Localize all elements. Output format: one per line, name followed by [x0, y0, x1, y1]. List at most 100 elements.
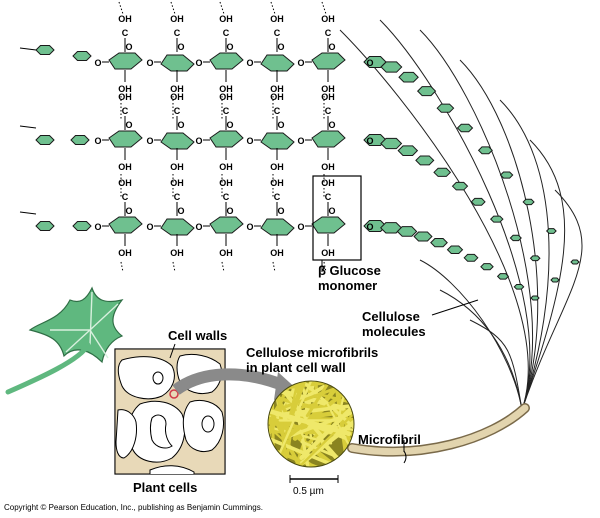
fan-line [521, 139, 566, 411]
glucose-ring [209, 130, 244, 148]
atom-hydroxyl: OH [118, 178, 132, 188]
plant-cells-micrograph [114, 348, 226, 475]
bond [19, 211, 37, 215]
atom-hydroxyl: OH [321, 92, 335, 102]
atom-carbon: C [122, 28, 129, 38]
glucose-ring [260, 132, 295, 150]
glucose-ring [570, 259, 580, 265]
atom-carbon: C [274, 106, 281, 116]
glucose-ring [72, 221, 92, 231]
atom-hydroxyl: OH [118, 162, 132, 172]
cell-walls-pointer [169, 343, 176, 359]
atom-oxygen: O [226, 120, 233, 130]
glucose-ring [477, 146, 493, 155]
cellulose-molecules-label-line2: molecules [362, 324, 426, 339]
atom-carbon: C [122, 192, 129, 202]
bond [19, 47, 37, 51]
atom-hydroxyl: OH [270, 162, 284, 172]
glucose-ring [529, 255, 541, 262]
atom-oxygen: O [277, 120, 284, 130]
glucose-ring [380, 61, 403, 73]
glucose-ring [398, 71, 419, 83]
glucose-ring [413, 231, 433, 242]
atom-oxygen: O [277, 206, 284, 216]
fibril-strand [268, 427, 354, 467]
glucose-ring [530, 295, 540, 301]
atom-carbon: C [174, 192, 181, 202]
atom-hydroxyl: OH [219, 92, 233, 102]
glucose-ring [209, 216, 244, 234]
glucose-ring [416, 86, 437, 97]
atom-carbon: C [325, 192, 332, 202]
glucose-ring [311, 130, 346, 148]
glucose-ring [545, 228, 557, 234]
atom-oxygen: O [246, 222, 253, 232]
glucose-ring [311, 52, 346, 70]
glucose-ring [456, 123, 474, 133]
fibril-strand [273, 381, 300, 467]
cellulose-molecules-pointer [431, 299, 479, 316]
atom-carbon: C [325, 106, 332, 116]
atom-carbon: C [274, 192, 281, 202]
atom-hydroxyl: OH [321, 84, 335, 94]
glucose-ring [396, 226, 418, 237]
hydrogen-bond [120, 261, 124, 273]
atom-oxygen: O [94, 58, 101, 68]
hydrogen-bond [219, 1, 225, 15]
atom-hydroxyl: OH [219, 14, 233, 24]
atom-carbon: C [174, 28, 181, 38]
atom-oxygen: O [297, 222, 304, 232]
fan-line [439, 289, 523, 411]
scale-bar-label: 0.5 µm [293, 486, 324, 497]
atom-hydroxyl: OH [321, 162, 335, 172]
atom-oxygen: O [195, 58, 202, 68]
glucose-ring [470, 197, 486, 206]
glucose-ring [480, 263, 494, 271]
atom-oxygen: O [177, 42, 184, 52]
fibril-strand [300, 381, 354, 466]
fibril-strand [268, 398, 314, 467]
atom-hydroxyl: OH [170, 248, 184, 258]
atom-hydroxyl: OH [219, 178, 233, 188]
atom-hydroxyl: OH [170, 178, 184, 188]
atom-oxygen: O [366, 58, 373, 68]
atom-hydroxyl: OH [270, 84, 284, 94]
glucose-ring [311, 216, 346, 234]
glucose-ring [499, 171, 514, 179]
glucose-ring [380, 137, 403, 150]
atom-oxygen: O [297, 58, 304, 68]
fibril-strand [271, 381, 329, 467]
atom-oxygen: O [146, 222, 153, 232]
microfibrils-label-line1: Cellulose microfibrils [246, 345, 379, 360]
glucose-ring [451, 181, 469, 191]
zoom-arrow [172, 368, 288, 395]
hydrogen-bond [118, 1, 124, 15]
atom-hydroxyl: OH [118, 248, 132, 258]
fan-line [459, 59, 539, 411]
beta-glucose-label-line1: β Glucose [318, 263, 381, 278]
atom-oxygen: O [125, 42, 132, 52]
hydrogen-bond [170, 1, 176, 15]
atom-hydroxyl: OH [170, 162, 184, 172]
glucose-ring [436, 103, 455, 113]
fan-line [419, 29, 534, 411]
atom-hydroxyl: OH [219, 84, 233, 94]
microfibril-label: Microfibril [358, 432, 421, 447]
atom-carbon: C [223, 28, 230, 38]
atom-oxygen: O [195, 136, 202, 146]
glucose-ring [35, 221, 55, 231]
fibril-strand [286, 381, 316, 425]
glucose-ring [513, 283, 525, 290]
atom-hydroxyl: OH [219, 248, 233, 258]
hydrogen-bond [272, 261, 276, 273]
microfibrils-label-line2: in plant cell wall [246, 360, 346, 375]
atom-oxygen: O [146, 58, 153, 68]
atom-oxygen: O [366, 222, 373, 232]
atom-carbon: C [223, 192, 230, 202]
atom-oxygen: O [366, 136, 373, 146]
glucose-ring [35, 45, 55, 55]
beta-glucose-label-line2: monomer [318, 278, 378, 293]
atom-hydroxyl: OH [118, 92, 132, 102]
atom-carbon: C [325, 28, 332, 38]
glucose-ring [430, 238, 448, 248]
